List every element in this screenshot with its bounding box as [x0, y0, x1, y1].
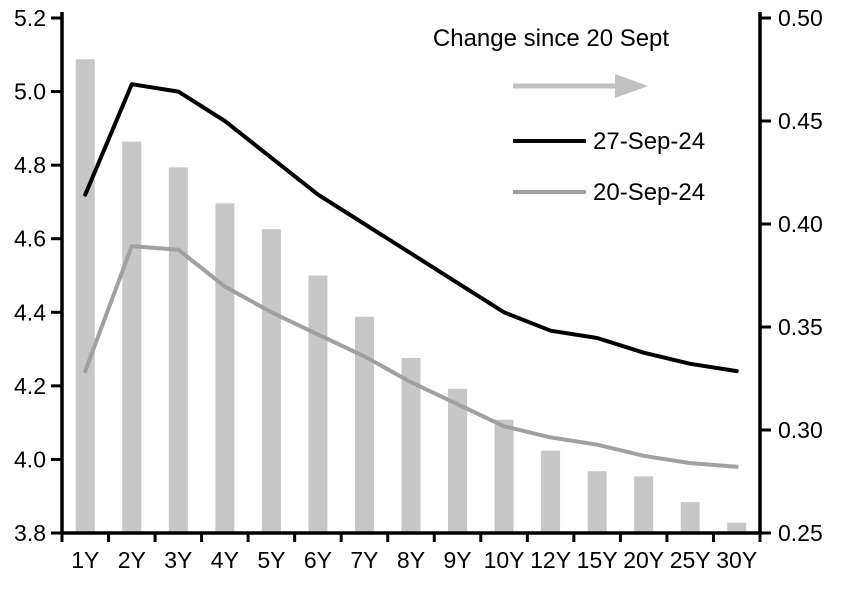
bar-25Y — [680, 502, 700, 533]
bar-15Y — [587, 471, 607, 533]
legend-arrow-icon — [615, 74, 648, 98]
bar-6Y — [308, 275, 328, 533]
right-axis-tick-label: 0.30 — [778, 417, 823, 443]
left-axis-tick-label: 5.2 — [14, 5, 46, 31]
right-axis-tick-label: 0.40 — [778, 211, 823, 237]
right-axis-tick-label: 0.50 — [778, 5, 823, 31]
left-axis-tick-label: 3.8 — [14, 520, 46, 546]
x-axis-category-label: 12Y — [530, 547, 571, 573]
x-axis-category-label: 6Y — [304, 547, 332, 573]
left-axis-tick-label: 4.8 — [14, 152, 46, 178]
x-axis-category-label: 1Y — [71, 547, 99, 573]
legend-entry-label: 20-Sep-24 — [593, 179, 705, 206]
x-axis-category-label: 3Y — [164, 547, 192, 573]
legend-entry-label: 27-Sep-24 — [593, 128, 705, 155]
left-axis-tick-label: 4.6 — [14, 226, 46, 252]
legend-bar-series-label: Change since 20 Sept — [433, 25, 670, 52]
bar-3Y — [168, 167, 188, 533]
bar-2Y — [122, 141, 142, 533]
x-axis-category-label: 20Y — [623, 547, 664, 573]
x-axis-category-label: 7Y — [350, 547, 378, 573]
right-axis-tick-label: 0.35 — [778, 314, 823, 340]
left-axis-tick-label: 4.2 — [14, 373, 46, 399]
bar-10Y — [494, 419, 514, 533]
bar-1Y — [75, 59, 95, 533]
x-axis-category-label: 9Y — [443, 547, 471, 573]
bar-30Y — [727, 522, 747, 533]
bar-5Y — [261, 229, 281, 533]
right-axis-tick-label: 0.25 — [778, 520, 823, 546]
left-axis-tick-label: 4.0 — [14, 446, 46, 472]
left-axis-tick-label: 4.4 — [14, 299, 46, 325]
bar-12Y — [541, 450, 561, 533]
bar-series-group — [75, 59, 747, 533]
left-axis-tick-label: 5.0 — [14, 79, 46, 105]
bar-8Y — [401, 357, 421, 533]
x-axis-category-label: 5Y — [257, 547, 285, 573]
right-axis-tick-label: 0.45 — [778, 108, 823, 134]
x-axis-category-label: 10Y — [484, 547, 525, 573]
bar-7Y — [354, 316, 374, 533]
x-axis-category-label: 25Y — [670, 547, 711, 573]
x-axis-category-label: 2Y — [118, 547, 146, 573]
x-axis-category-label: 4Y — [211, 547, 239, 573]
bar-9Y — [448, 388, 468, 533]
bar-20Y — [634, 476, 654, 533]
x-axis-category-label: 8Y — [397, 547, 425, 573]
bar-4Y — [215, 203, 235, 533]
series-line-20-sep-24 — [83, 244, 739, 469]
series-line-27-sep-24 — [83, 82, 739, 374]
x-axis-category-label: 15Y — [577, 547, 618, 573]
x-axis-category-label: 30Y — [716, 547, 757, 573]
